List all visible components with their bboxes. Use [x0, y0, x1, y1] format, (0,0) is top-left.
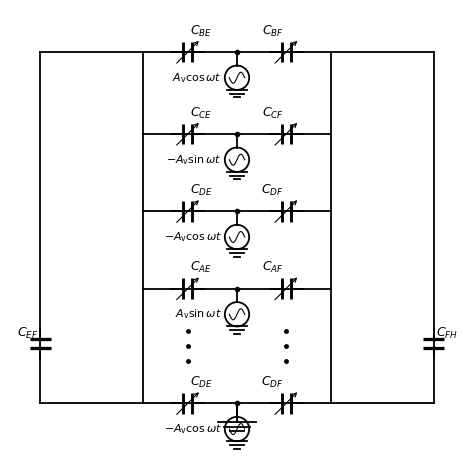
Text: $C_{EF}$: $C_{EF}$ [17, 326, 38, 341]
Text: $C_{FH}$: $C_{FH}$ [436, 326, 458, 341]
Text: $C_{DE}$: $C_{DE}$ [190, 375, 213, 390]
Text: $C_{DF}$: $C_{DF}$ [261, 183, 284, 198]
Text: $-A_{\mathrm{v}} \cos \omega t$: $-A_{\mathrm{v}} \cos \omega t$ [164, 422, 222, 436]
Text: $C_{CF}$: $C_{CF}$ [262, 106, 284, 121]
Text: $C_{CE}$: $C_{CE}$ [190, 106, 212, 121]
Text: $C_{BF}$: $C_{BF}$ [262, 24, 284, 39]
Text: $C_{DE}$: $C_{DE}$ [190, 183, 213, 198]
Text: $C_{AF}$: $C_{AF}$ [262, 260, 284, 275]
Text: $-A_{\mathrm{v}} \cos \omega t$: $-A_{\mathrm{v}} \cos \omega t$ [164, 230, 222, 244]
Text: $C_{BE}$: $C_{BE}$ [190, 24, 212, 39]
Text: $C_{DF}$: $C_{DF}$ [261, 375, 284, 390]
Text: $A_{\mathrm{v}} \cos \omega t$: $A_{\mathrm{v}} \cos \omega t$ [173, 71, 222, 85]
Text: $-A_{\mathrm{v}} \sin \omega t$: $-A_{\mathrm{v}} \sin \omega t$ [166, 153, 222, 166]
Text: $A_{\mathrm{v}} \sin \omega t$: $A_{\mathrm{v}} \sin \omega t$ [175, 308, 222, 321]
Text: $C_{AE}$: $C_{AE}$ [190, 260, 212, 275]
